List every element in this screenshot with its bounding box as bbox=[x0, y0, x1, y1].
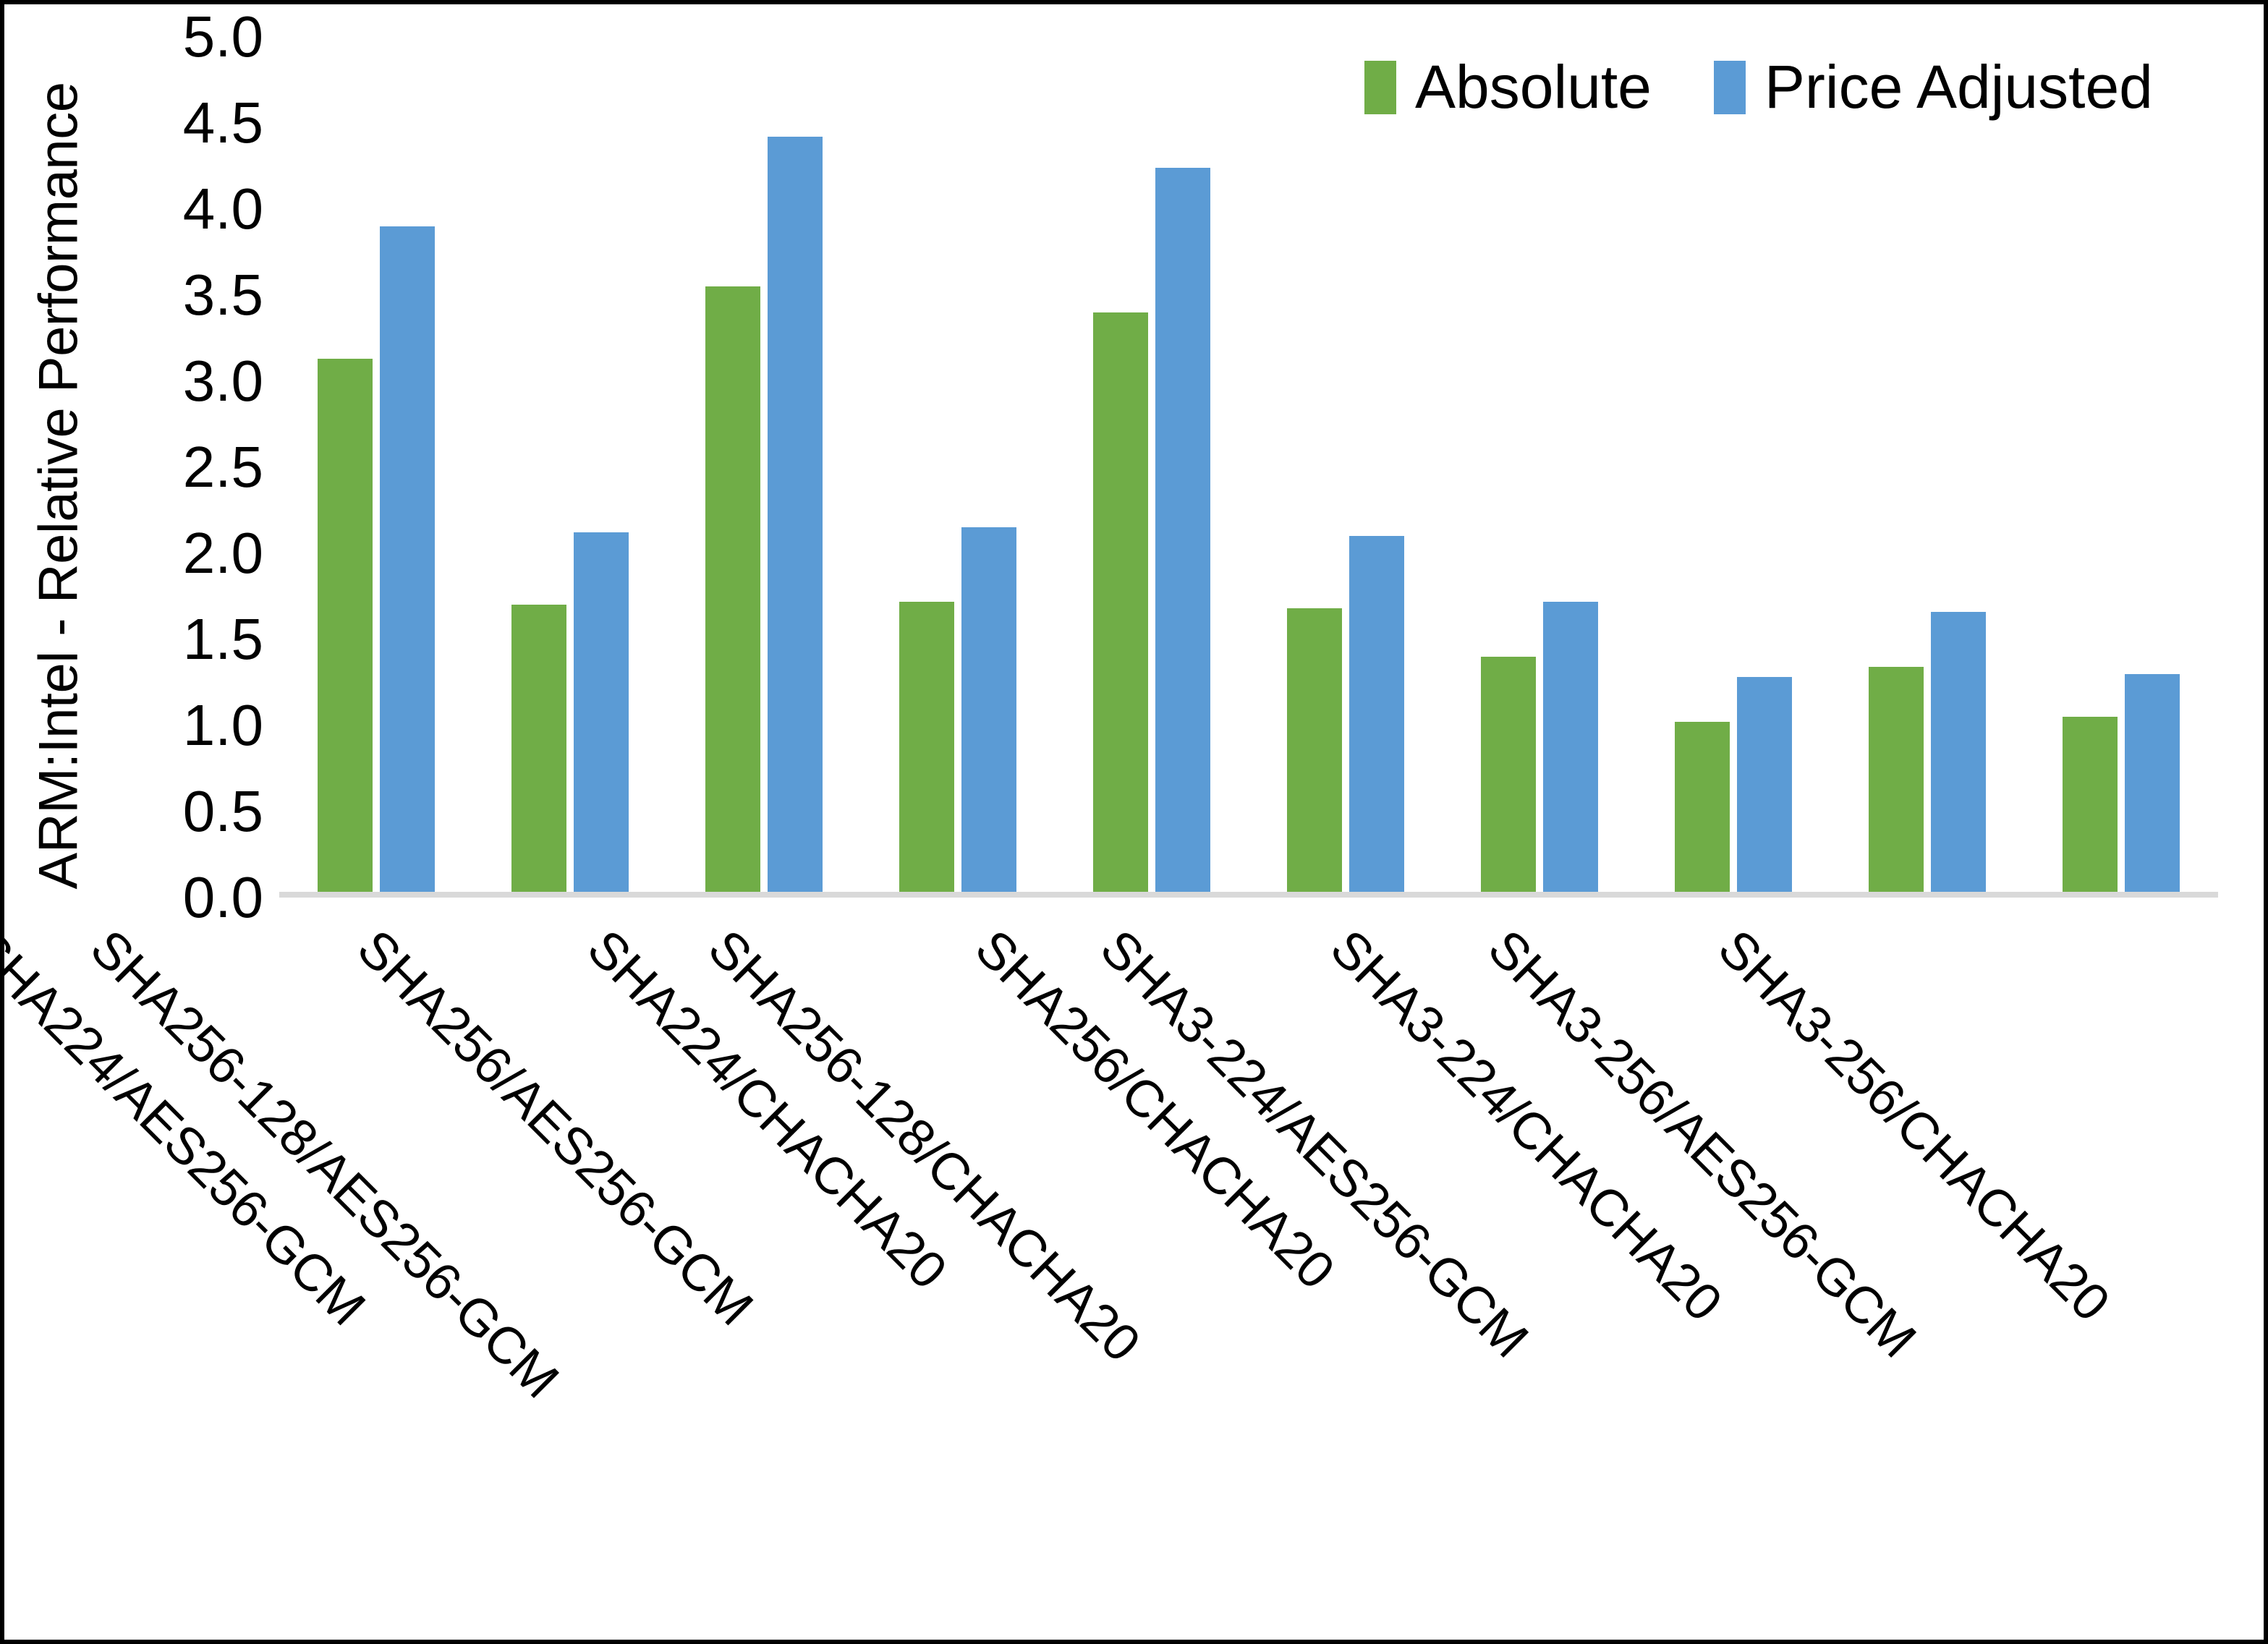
bar-price-adjusted[interactable] bbox=[2125, 673, 2180, 898]
bar-group bbox=[667, 37, 861, 898]
y-axis-tick-label: 2.5 bbox=[182, 435, 263, 499]
bar-absolute[interactable] bbox=[511, 605, 566, 898]
y-axis-tick-label: 3.0 bbox=[182, 349, 263, 413]
bar-price-adjusted[interactable] bbox=[380, 226, 435, 898]
bar-absolute[interactable] bbox=[2063, 717, 2118, 898]
bar-price-adjusted[interactable] bbox=[1155, 167, 1210, 898]
y-axis-tick-label: 1.5 bbox=[182, 607, 263, 671]
bar-group bbox=[1055, 37, 1249, 898]
y-axis-tick-labels: 5.0 4.5 4.0 3.5 3.0 2.5 2.0 1.5 1.0 0.5 0.0 bbox=[113, 4, 279, 929]
x-axis-baseline bbox=[279, 892, 2218, 898]
legend-entry[interactable]: Absolute bbox=[1364, 52, 1652, 122]
bar-price-adjusted[interactable] bbox=[768, 137, 823, 898]
bar-group bbox=[1636, 37, 1830, 898]
plot-area bbox=[279, 37, 2218, 898]
legend-entry[interactable]: Price Adjusted bbox=[1713, 52, 2153, 122]
y-axis-tick-label: 3.5 bbox=[182, 263, 263, 327]
bar-group bbox=[1249, 37, 1443, 898]
bar-absolute[interactable] bbox=[1675, 722, 1730, 898]
bar-group bbox=[1830, 37, 2024, 898]
legend-swatch-icon bbox=[1364, 60, 1396, 114]
x-axis-tick-slot: SHA3-256/CHACHA20 bbox=[1707, 907, 2218, 1558]
x-axis-tick-labels: SHA224/AES256-GCM SHA256-128/AES256-GCM SH… bbox=[4, 907, 2218, 1558]
bar-absolute[interactable] bbox=[1481, 656, 1536, 898]
y-axis-tick-label: 1.0 bbox=[182, 693, 263, 757]
y-axis-tick-label: 0.0 bbox=[182, 865, 263, 929]
y-axis-title: ARM:Intel - Relative Performance bbox=[4, 4, 113, 966]
bar-price-adjusted[interactable] bbox=[574, 532, 629, 898]
legend-swatch-icon bbox=[1713, 60, 1746, 114]
bar-price-adjusted[interactable] bbox=[1737, 677, 1792, 898]
y-axis-tick-label: 5.0 bbox=[182, 4, 263, 69]
bar-group bbox=[1443, 37, 1636, 898]
bar-absolute[interactable] bbox=[899, 601, 954, 898]
y-axis-tick-label: 4.5 bbox=[182, 90, 263, 155]
y-axis-tick-label: 0.5 bbox=[182, 779, 263, 843]
bar-absolute[interactable] bbox=[1093, 312, 1148, 898]
y-axis-tick-label: 4.0 bbox=[182, 176, 263, 241]
bar-group bbox=[2024, 37, 2218, 898]
bar-absolute[interactable] bbox=[705, 286, 760, 898]
bar-price-adjusted[interactable] bbox=[1543, 601, 1598, 898]
bar-absolute[interactable] bbox=[1869, 667, 1924, 898]
bar-price-adjusted[interactable] bbox=[1349, 536, 1404, 898]
legend-label: Price Adjusted bbox=[1764, 53, 2153, 121]
bar-absolute[interactable] bbox=[1287, 608, 1342, 898]
bar-group bbox=[861, 37, 1055, 898]
bar-price-adjusted[interactable] bbox=[961, 527, 1016, 898]
y-axis-tick-label: 2.0 bbox=[182, 521, 263, 585]
bar-absolute[interactable] bbox=[318, 359, 373, 898]
bar-price-adjusted[interactable] bbox=[1931, 611, 1986, 898]
bar-group bbox=[279, 37, 473, 898]
chart-legend: Absolute Price Adjusted bbox=[1364, 52, 2153, 122]
y-axis-title-text: ARM:Intel - Relative Performance bbox=[27, 82, 90, 889]
bar-series-container bbox=[279, 37, 2218, 898]
bar-group bbox=[473, 37, 667, 898]
legend-label: Absolute bbox=[1415, 53, 1652, 121]
